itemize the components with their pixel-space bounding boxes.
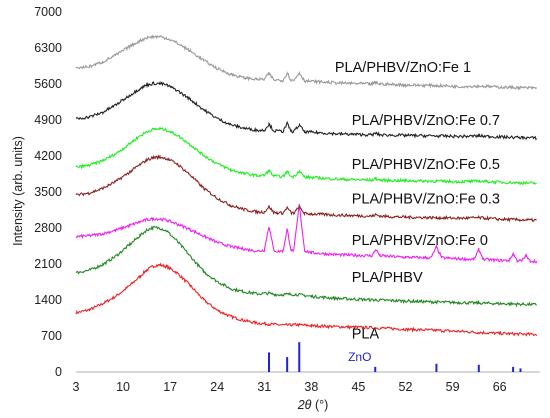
x-tick-label: 24 <box>210 380 224 394</box>
series-line <box>75 225 537 308</box>
x-tick-label: 3 <box>73 380 80 394</box>
y-tick-label: 4900 <box>34 113 62 127</box>
series-line <box>75 154 537 223</box>
series-layer <box>75 34 538 337</box>
y-tick-label: 7000 <box>34 5 62 19</box>
y-tick-label: 2800 <box>34 221 62 235</box>
y-axis-title: Intensity (arb. units) <box>11 136 25 246</box>
series-label: PLA/PHBV/ZnO:Fe 0 <box>352 233 488 249</box>
y-tick-label: 1400 <box>34 293 62 307</box>
x-tick-label: 38 <box>304 380 318 394</box>
series-label: PLA/PHBV/ZnO:Fe 1 <box>335 60 471 76</box>
y-tick-label: 0 <box>55 365 62 379</box>
x-tick-label: 59 <box>446 380 460 394</box>
y-tick-label: 3500 <box>34 185 62 199</box>
reference-label: ZnO <box>348 350 371 364</box>
series-label: PLA/PHBV/ZnO:Fe 0.3 <box>352 191 500 207</box>
series-line <box>75 34 538 91</box>
x-axis-ticks: 3 10 17 24 31 38 45 52 59 66 <box>73 380 507 394</box>
x-tick-label: 52 <box>399 380 413 394</box>
y-axis-ticks: 0 700 1400 2100 2800 3500 4200 4900 5600 6300 7000 <box>34 5 62 379</box>
x-tick-label: 10 <box>116 380 130 394</box>
y-tick-label: 5600 <box>34 77 62 91</box>
y-tick-label: 6300 <box>34 41 62 55</box>
series-label: PLA <box>352 327 380 343</box>
series-label: PLA/PHBV <box>352 270 423 286</box>
series-labels: PLA PLA/PHBV PLA/PHBV/ZnO:Fe 0 PLA/PHBV/ZnO… <box>335 60 500 342</box>
y-tick-label: 700 <box>41 329 62 343</box>
y-tick-label: 2100 <box>34 257 62 271</box>
x-tick-label: 66 <box>493 380 507 394</box>
plot-area <box>76 371 540 373</box>
series-label: PLA/PHBV/ZnO:Fe 0.5 <box>352 157 500 173</box>
x-axis-unit: (°) <box>311 398 328 412</box>
series-line <box>75 80 538 141</box>
y-tick-label: 4200 <box>34 149 62 163</box>
series-label: PLA/PHBV/ZnO:Fe 0.7 <box>352 113 500 129</box>
reference-layer: ZnO <box>267 342 522 372</box>
x-axis-title: 2θ (°) <box>297 398 329 412</box>
x-tick-label: 31 <box>257 380 271 394</box>
series-line <box>75 203 538 264</box>
x-tick-label: 45 <box>351 380 365 394</box>
x-tick-label: 17 <box>163 380 177 394</box>
x-axis-symbol: 2θ <box>297 398 312 412</box>
series-line <box>75 262 538 337</box>
series-line <box>75 126 537 186</box>
